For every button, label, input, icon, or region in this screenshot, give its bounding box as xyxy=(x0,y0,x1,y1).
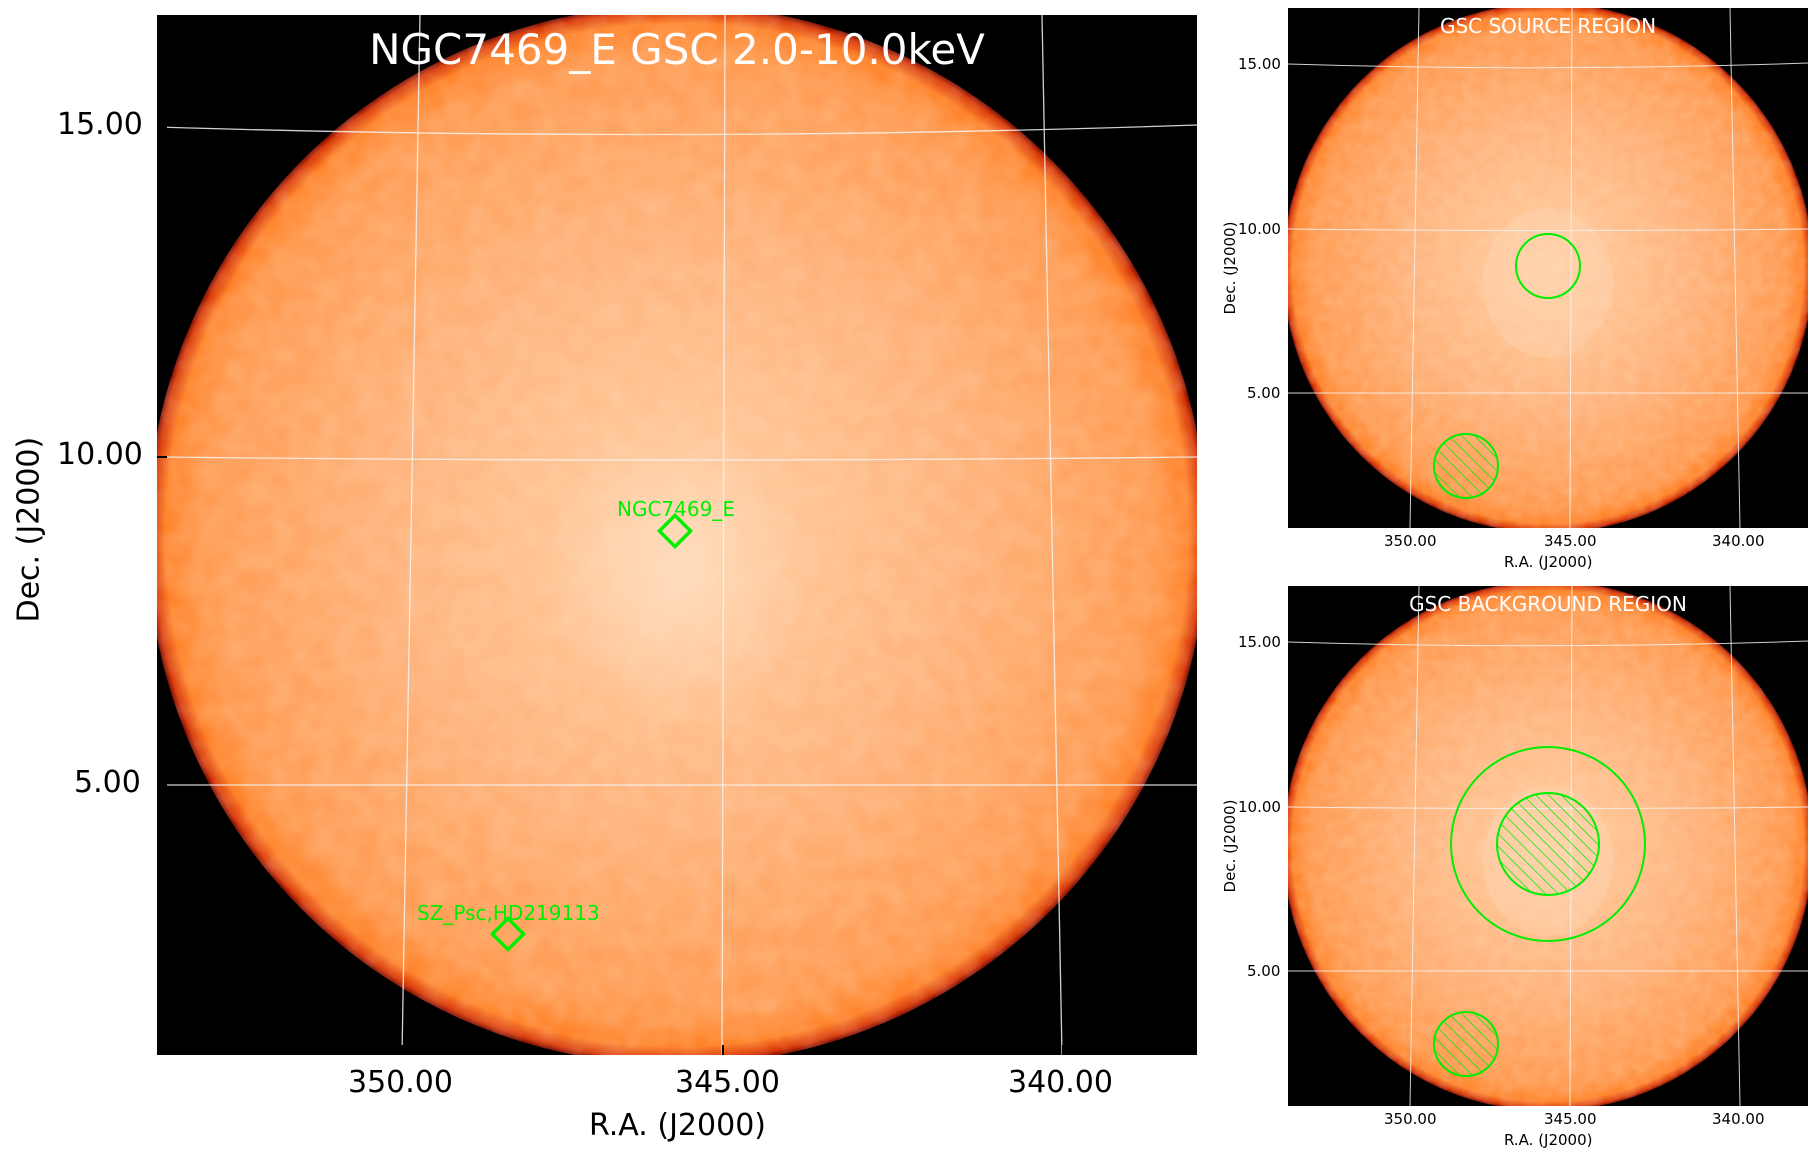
source-region-panel: GSC SOURCE REGION xyxy=(1288,8,1808,528)
coordinate-grid xyxy=(157,15,1197,1055)
main-xray-map xyxy=(157,15,1197,1055)
bg-x-tick-345: 345.00 xyxy=(1544,1110,1597,1128)
src-x-tick-350: 350.00 xyxy=(1384,532,1437,550)
excluded-region-circle[interactable] xyxy=(1433,433,1499,499)
source-glow xyxy=(547,425,807,725)
main-x-tick-350: 350.00 xyxy=(348,1065,453,1100)
bg-y-tick-5: 5.00 xyxy=(1247,962,1281,980)
src-x-tick-345: 345.00 xyxy=(1544,532,1597,550)
source-label-ngc7469: NGC7469_E xyxy=(617,497,735,521)
main-y-tick-5: 5.00 xyxy=(74,765,141,800)
source-marker-szpsc[interactable] xyxy=(489,915,527,953)
background-region-title: GSC BACKGROUND REGION xyxy=(1409,592,1687,616)
src-x-axis-label: R.A. (J2000) xyxy=(1504,553,1593,571)
src-y-axis-label: Dec. (J2000) xyxy=(1221,221,1239,315)
background-annulus-inner[interactable] xyxy=(1496,792,1600,896)
main-image-panel: NGC7469_E GSC 2.0-10.0keV NGC7469_E SZ_P… xyxy=(157,15,1197,1055)
bg-x-tick-350: 350.00 xyxy=(1384,1110,1437,1128)
source-label-szpsc: SZ_Psc,HD219113 xyxy=(417,901,600,925)
background-region-panel: GSC BACKGROUND REGION xyxy=(1288,586,1808,1106)
bg-x-tick-340: 340.00 xyxy=(1712,1110,1765,1128)
main-x-axis-label: R.A. (J2000) xyxy=(589,1108,766,1143)
bg-y-tick-10: 10.00 xyxy=(1238,798,1281,816)
main-x-tick-340: 340.00 xyxy=(1008,1065,1113,1100)
src-y-tick-5: 5.00 xyxy=(1247,384,1281,402)
bg-y-tick-15: 15.00 xyxy=(1238,633,1281,651)
excluded-region-circle-bg[interactable] xyxy=(1433,1011,1499,1077)
source-region-map xyxy=(1288,8,1808,528)
background-annulus-outer[interactable] xyxy=(1450,746,1646,942)
main-y-tick-15: 15.00 xyxy=(57,107,143,142)
src-x-tick-340: 340.00 xyxy=(1712,532,1765,550)
main-title: NGC7469_E GSC 2.0-10.0keV xyxy=(369,25,985,74)
main-y-axis-label: Dec. (J2000) xyxy=(11,436,47,623)
main-y-tick-10: 10.00 xyxy=(57,437,143,472)
source-region-title: GSC SOURCE REGION xyxy=(1439,14,1657,38)
main-x-tick-345: 345.00 xyxy=(675,1065,780,1100)
source-marker-ngc7469[interactable] xyxy=(656,512,694,550)
bg-y-axis-label: Dec. (J2000) xyxy=(1221,799,1239,893)
source-region-circle[interactable] xyxy=(1515,233,1581,299)
background-region-map xyxy=(1288,586,1808,1106)
bg-x-axis-label: R.A. (J2000) xyxy=(1504,1131,1593,1149)
src-y-tick-15: 15.00 xyxy=(1238,55,1281,73)
src-y-tick-10: 10.00 xyxy=(1238,220,1281,238)
